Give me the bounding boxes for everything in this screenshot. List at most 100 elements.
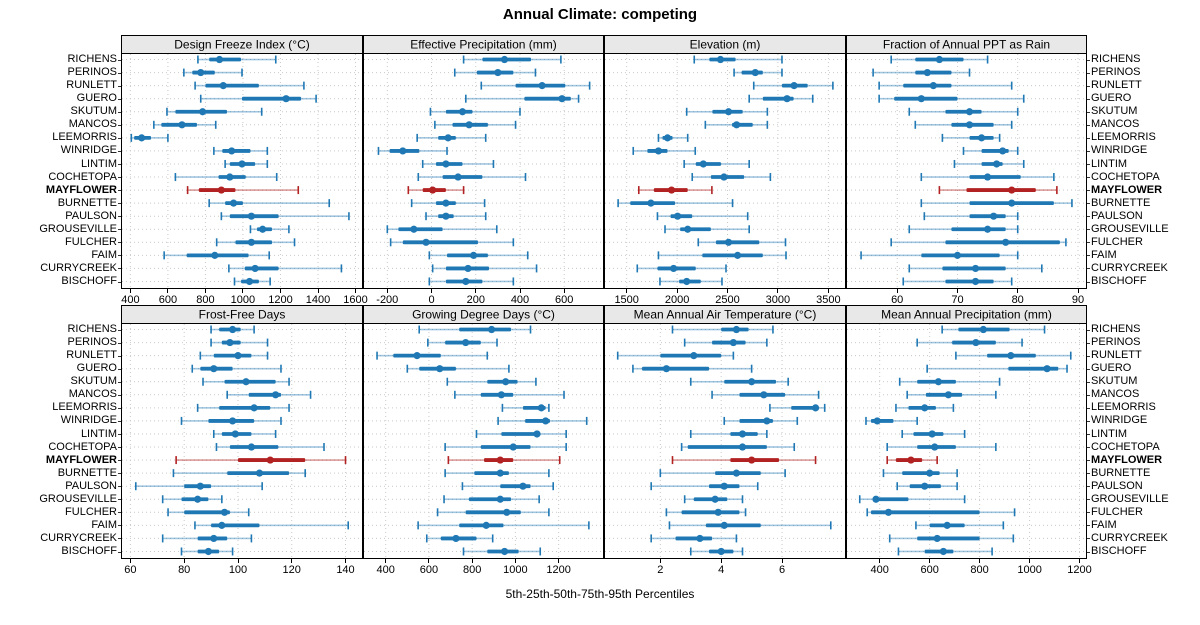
percentile-row (410, 199, 486, 208)
x-tick-label: 80 (178, 564, 191, 576)
x-tick-label: 1200 (268, 294, 293, 306)
y-tick-mark (1087, 137, 1090, 139)
x-tick-mark (519, 289, 521, 293)
percentile-row (923, 212, 1019, 221)
site-label-left: MANCOS (68, 118, 117, 131)
site-label-right: PAULSON (1091, 209, 1143, 222)
y-tick-mark (1087, 381, 1090, 383)
site-label-left: GUERO (76, 362, 117, 375)
site-label-right: RICHENS (1091, 323, 1141, 335)
site-label-right: WINRIDGE (1091, 144, 1148, 157)
site-label-left: COCHETOPA (48, 440, 117, 453)
x-tick-label: 2000 (664, 294, 690, 306)
percentile-row (215, 443, 325, 452)
y-tick-mark (118, 203, 121, 205)
percentile-row (888, 534, 1015, 543)
site-label-right: RICHENS (1091, 53, 1141, 65)
x-tick-label: 140 (336, 564, 355, 576)
x-tick-mark (1079, 559, 1080, 563)
percentile-row (407, 186, 465, 195)
site-label-left: MAYFLOWER (45, 453, 117, 466)
x-tick-label: 1400 (305, 294, 331, 306)
site-label-right: CURRYCREEK (1091, 531, 1168, 544)
site-label-left: FAIM (91, 248, 117, 261)
percentile-row (897, 547, 993, 556)
percentile-row (896, 482, 958, 491)
panel-5: Frost-Free Days (121, 305, 363, 559)
percentile-row (650, 534, 738, 543)
percentile-row (475, 429, 567, 438)
percentile-row (723, 416, 799, 425)
panel-7: Mean Annual Air Temperature (°C) (604, 305, 846, 559)
site-label-right: WINRIDGE (1091, 414, 1148, 427)
site-label-left: WINRIDGE (60, 414, 117, 427)
percentile-row (443, 495, 540, 504)
percentile-row (955, 351, 1072, 360)
percentile-row (180, 547, 234, 556)
x-tick-mark (431, 289, 432, 293)
site-label-right: BURNETTE (1091, 196, 1151, 209)
y-tick-mark (118, 98, 121, 100)
y-tick-mark (118, 111, 121, 113)
x-tick-label: 400 (510, 294, 530, 306)
percentile-row (501, 403, 550, 412)
y-tick-mark (118, 551, 121, 553)
percentile-row (194, 81, 305, 90)
y-tick-mark (1087, 124, 1090, 126)
panel-title: Fraction of Annual PPT as Rain (883, 38, 1050, 52)
x-tick-mark (827, 289, 829, 293)
x-tick-mark (781, 559, 783, 563)
percentile-row (208, 199, 331, 208)
y-tick-mark (118, 177, 121, 178)
percentile-row (180, 416, 282, 425)
percentile-row (671, 456, 817, 465)
panel-1: Design Freeze Index (°C) (121, 35, 363, 289)
percentile-row (657, 251, 787, 260)
y-tick-mark (1087, 460, 1090, 462)
percentile-row (376, 351, 489, 360)
y-tick-mark (1087, 420, 1090, 422)
percentile-row (191, 364, 282, 373)
y-tick-mark (1087, 216, 1090, 218)
percentile-row (161, 495, 223, 504)
site-label-right: FAIM (1091, 518, 1117, 531)
y-tick-mark (1087, 499, 1090, 501)
site-label-left: RICHENS (67, 53, 117, 65)
x-tick-mark (471, 559, 473, 563)
site-label-left: RUNLETT (66, 79, 117, 92)
site-label-left: RUNLETT (66, 349, 117, 362)
x-tick-mark (514, 559, 516, 563)
x-tick-label: 2 (657, 564, 664, 576)
percentile-row (183, 68, 243, 77)
x-tick-label: 400 (376, 564, 395, 576)
x-tick-label: 1000 (1017, 564, 1042, 576)
site-label-right: LINTIM (1091, 157, 1128, 170)
percentile-row (421, 159, 495, 168)
site-label-right: PAULSON (1091, 479, 1143, 492)
x-tick-mark (777, 289, 779, 293)
percentile-row (769, 403, 826, 412)
y-tick-mark (118, 460, 121, 462)
percentile-row (174, 173, 278, 182)
percentile-row (711, 390, 820, 399)
site-label-left: WINRIDGE (60, 144, 117, 157)
x-tick-label: 600 (158, 294, 178, 306)
x-tick-mark (626, 289, 628, 293)
site-label-right: FULCHER (1091, 505, 1143, 518)
y-tick-mark (1087, 72, 1090, 74)
percentile-row (908, 107, 1019, 116)
percentile-row (233, 277, 271, 286)
site-label-right: BISCHOFF (1091, 275, 1147, 287)
percentile-row (908, 264, 1043, 273)
site-label-right: GUERO (1091, 92, 1132, 105)
percentile-row (461, 482, 555, 491)
x-tick-mark (558, 559, 560, 563)
x-tick-mark (167, 289, 169, 293)
y-tick-mark (1087, 255, 1090, 257)
site-label-right: SKUTUM (1091, 375, 1138, 388)
percentile-row (425, 212, 487, 221)
percentile-row (683, 159, 750, 168)
x-tick-mark (385, 559, 387, 563)
percentile-row (377, 146, 448, 155)
x-tick-label: 200 (466, 294, 485, 306)
